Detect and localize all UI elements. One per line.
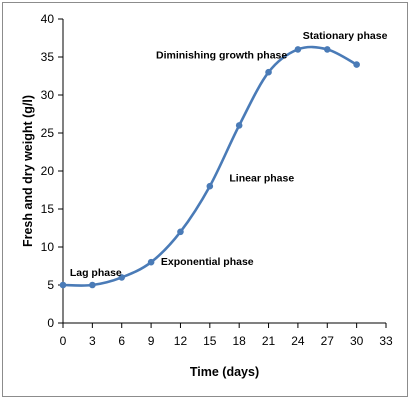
y-tick-label: 10: [41, 240, 55, 254]
x-tick-label: 0: [60, 334, 67, 348]
y-tick-label: 20: [41, 164, 55, 178]
x-tick-label: 12: [174, 334, 188, 348]
data-point: [353, 61, 360, 68]
x-tick-label: 3: [89, 334, 96, 348]
x-axis-label: Time (days): [190, 365, 259, 379]
data-point: [265, 68, 272, 76]
x-tick-label: 9: [148, 334, 155, 348]
y-tick-label: 25: [41, 126, 55, 140]
phase-annotation: Exponential phase: [161, 256, 254, 268]
phase-annotation: Diminishing growth phase: [156, 50, 287, 62]
data-point: [206, 182, 214, 190]
x-tick-label: 33: [379, 334, 393, 348]
chart-frame: [2, 2, 408, 397]
axes: 0 3 6 9 12 15 18 21 24 27 30 33 0 5 10 15 20 25 30 35 40: [41, 12, 393, 348]
y-tick-label: 40: [41, 12, 55, 26]
y-tick-label: 15: [41, 202, 55, 216]
annotations: Lag phase Exponential phase Linear phase Di…: [70, 30, 388, 279]
data-point: [89, 281, 96, 289]
series-layer: [59, 45, 360, 289]
x-tick-label: 6: [118, 334, 125, 348]
y-tick-label: 30: [41, 88, 55, 102]
series-line: [62, 45, 358, 287]
phase-annotation: Stationary phase: [303, 30, 388, 42]
x-tick-label: 18: [233, 334, 247, 348]
y-tick-label: 0: [47, 316, 54, 330]
x-tick-label: 30: [350, 334, 364, 348]
data-point: [118, 274, 126, 281]
phase-annotation: Lag phase: [70, 267, 122, 279]
x-tick-label: 24: [291, 334, 305, 348]
y-tick-label: 5: [47, 278, 54, 292]
x-tick-label: 15: [203, 334, 217, 348]
data-point: [294, 46, 302, 53]
phase-annotation: Linear phase: [229, 173, 294, 185]
data-point: [59, 281, 67, 289]
data-point: [323, 46, 331, 53]
data-point: [235, 122, 243, 129]
x-tick-label: 27: [321, 334, 335, 348]
y-tick-label: 35: [41, 50, 55, 64]
x-tick-label: 21: [262, 334, 276, 348]
y-axis-label: Fresh and dry weight (g/l): [21, 95, 35, 247]
data-point: [147, 258, 155, 266]
data-point: [177, 228, 184, 236]
